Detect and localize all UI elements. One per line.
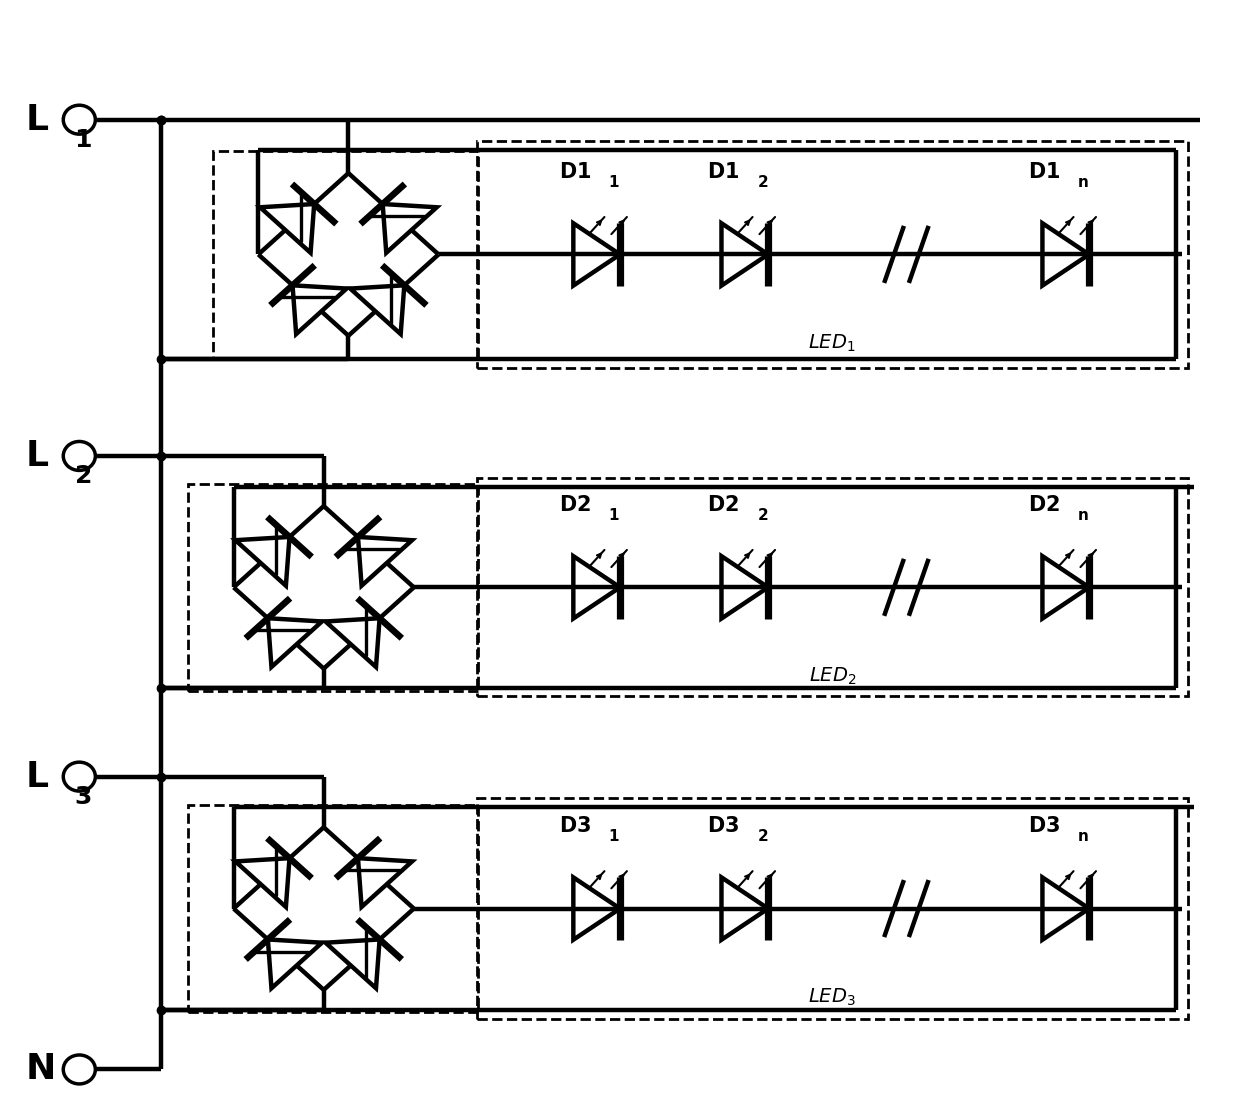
- Text: $\mathbf{D2}$: $\mathbf{D2}$: [1028, 495, 1060, 515]
- Text: $\mathbf{D2}$: $\mathbf{D2}$: [559, 495, 591, 515]
- Text: $\mathbf{2}$: $\mathbf{2}$: [756, 828, 768, 844]
- Bar: [188, 483, 479, 690]
- Text: $\mathbf{N}$: $\mathbf{N}$: [25, 1053, 55, 1087]
- Text: $\mathbf{n}$: $\mathbf{n}$: [1078, 508, 1089, 523]
- Text: $\mathbf{L}$: $\mathbf{L}$: [25, 760, 50, 793]
- Bar: [212, 151, 479, 358]
- Text: $\mathbf{D1}$: $\mathbf{D1}$: [707, 162, 739, 181]
- Text: $\mathbf{D3}$: $\mathbf{D3}$: [707, 816, 739, 836]
- Text: $\mathbf{1}$: $\mathbf{1}$: [74, 128, 92, 152]
- Text: $\mathbf{3}$: $\mathbf{3}$: [74, 784, 92, 809]
- Text: $\mathbf{L}$: $\mathbf{L}$: [25, 439, 50, 473]
- Text: $\mathit{LED}$$_{3}$: $\mathit{LED}$$_{3}$: [808, 987, 857, 1008]
- Bar: [477, 141, 1188, 368]
- Text: $\mathbf{n}$: $\mathbf{n}$: [1078, 830, 1089, 844]
- Text: $\mathbf{2}$: $\mathbf{2}$: [756, 507, 768, 523]
- Text: $\mathbf{D1}$: $\mathbf{D1}$: [1028, 162, 1060, 181]
- Text: $\mathbf{D3}$: $\mathbf{D3}$: [559, 816, 591, 836]
- Text: $\mathit{LED}$$_{1}$: $\mathit{LED}$$_{1}$: [808, 332, 856, 354]
- Bar: [477, 798, 1188, 1019]
- Text: $\mathbf{L}$: $\mathbf{L}$: [25, 103, 50, 137]
- Text: $\mathbf{1}$: $\mathbf{1}$: [609, 507, 620, 523]
- Text: $\mathit{LED}$$_{2}$: $\mathit{LED}$$_{2}$: [808, 666, 856, 687]
- Text: $\mathbf{D1}$: $\mathbf{D1}$: [559, 162, 591, 181]
- Text: $\mathbf{D2}$: $\mathbf{D2}$: [707, 495, 739, 515]
- Text: $\mathbf{D3}$: $\mathbf{D3}$: [1028, 816, 1060, 836]
- Text: $\mathbf{2}$: $\mathbf{2}$: [756, 173, 768, 189]
- Text: $\mathbf{1}$: $\mathbf{1}$: [609, 173, 620, 189]
- Text: $\mathbf{1}$: $\mathbf{1}$: [609, 828, 620, 844]
- Text: $\mathbf{2}$: $\mathbf{2}$: [74, 464, 92, 488]
- Bar: [188, 805, 479, 1012]
- Text: $\mathbf{n}$: $\mathbf{n}$: [1078, 176, 1089, 189]
- Bar: [477, 478, 1188, 696]
